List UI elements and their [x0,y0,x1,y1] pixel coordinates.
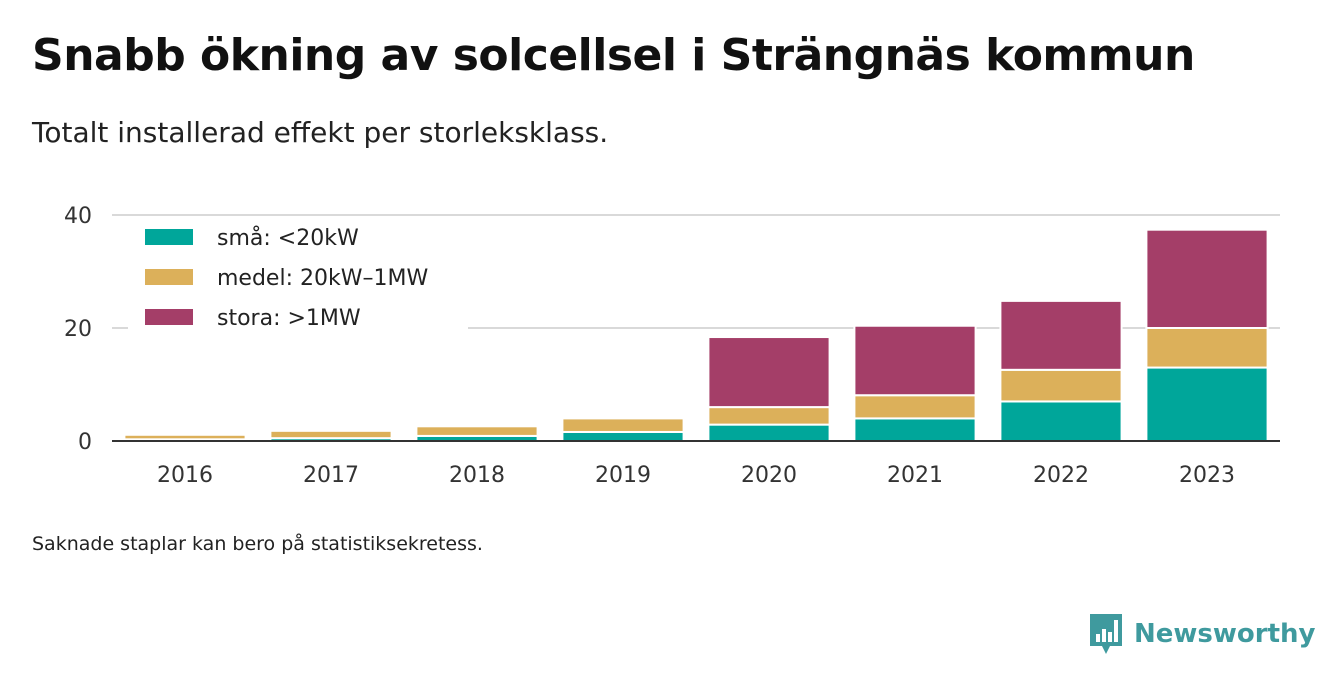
bar-segment [853,324,977,397]
bar-segment [707,406,831,426]
y-tick-label: 40 [64,204,92,229]
brand-name: Newsworthy [1134,619,1316,649]
bar-segment [707,423,831,443]
x-tick-label: 2020 [741,463,797,488]
bars-layer [123,228,1269,443]
bar-segment [853,394,977,420]
x-tick-label: 2022 [1033,463,1089,488]
x-tick-label: 2018 [449,463,505,488]
bar-segment [123,433,247,441]
legend-swatch [145,309,193,325]
chart-subtitle: Totalt installerad effekt per storlekskl… [32,116,609,149]
bar-segment [707,336,831,409]
bar-segment [999,368,1123,403]
bar-segment [999,400,1123,442]
x-tick-label: 2017 [303,463,359,488]
bar-segment [1145,366,1269,442]
bar-segment [269,429,393,440]
legend-label: stora: >1MW [217,306,361,331]
chart-title: Snabb ökning av solcellsel i Strängnäs k… [32,30,1195,81]
bar-segment [1145,228,1269,329]
bar-segment [415,425,539,437]
legend-label: små: <20kW [217,225,359,251]
x-tick-label: 2016 [157,463,213,488]
legend: små: <20kW medel: 20kW–1MW stora: >1MW [128,217,468,345]
legend-label: medel: 20kW–1MW [217,266,428,291]
bar-segment [561,430,685,443]
footnote: Saknade staplar kan bero på statistiksek… [32,533,483,555]
brand: Newsworthy [1088,612,1315,656]
newsworthy-logo-icon [1090,614,1122,654]
bar-segment [1145,327,1269,369]
x-tick-label: 2023 [1179,463,1235,488]
y-tick-label: 0 [78,430,92,455]
x-tick-label: 2019 [595,463,651,488]
axis-layer: 0 20 40 2016 2017 2018 2019 2020 2021 2022 2023 [64,204,1280,488]
y-tick-label: 20 [64,317,92,342]
x-tick-label: 2021 [887,463,943,488]
stacked-bar-chart: 0 20 40 2016 2017 2018 2019 2020 2021 2022 2023 sm… [64,204,1280,488]
legend-swatch [145,269,193,285]
bar-segment [561,417,685,433]
legend-swatch [145,229,193,245]
bar-segment [853,417,977,442]
bar-segment [999,299,1123,371]
